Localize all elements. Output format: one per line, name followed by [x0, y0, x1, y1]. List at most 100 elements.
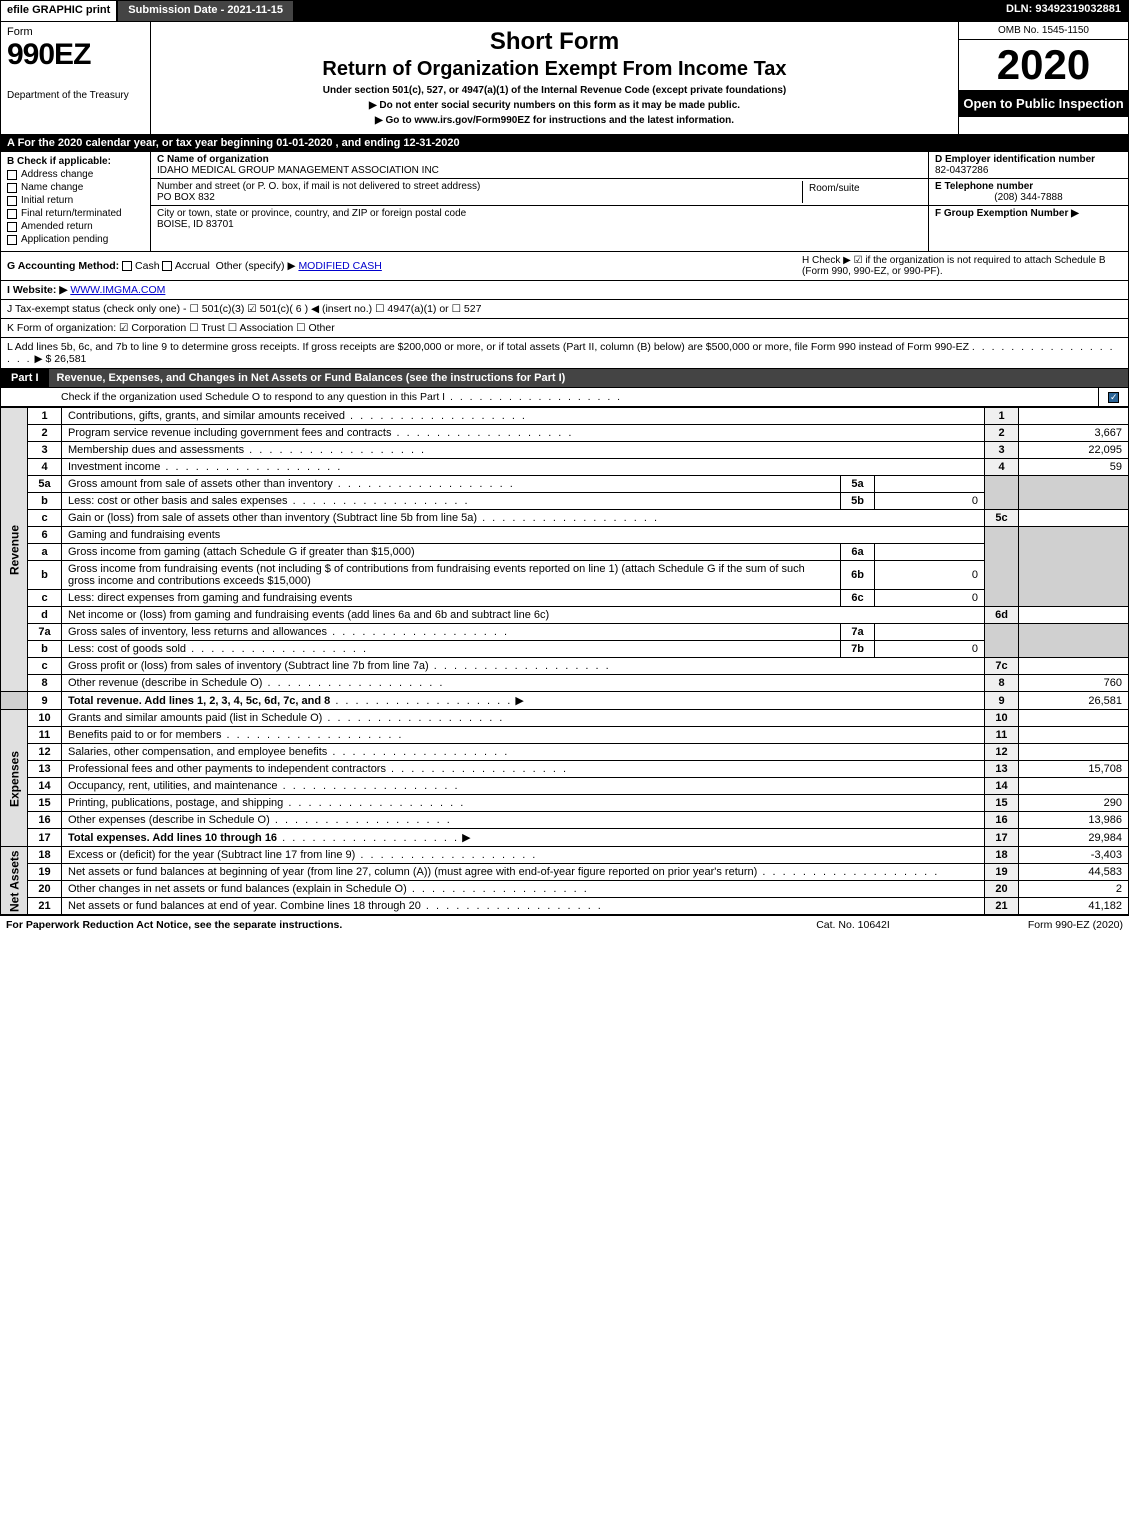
website-link[interactable]: WWW.IMGMA.COM [70, 284, 165, 296]
line-7a-subamt [875, 624, 985, 641]
line-15-num: 15 [28, 795, 62, 812]
line-9-col: 9 [985, 692, 1019, 710]
box-c-label: C Name of organization [157, 154, 922, 165]
line-1-col: 1 [985, 408, 1019, 425]
line-5b: b Less: cost or other basis and sales ex… [1, 493, 1129, 510]
checkbox-schedule-o[interactable] [1108, 392, 1119, 403]
checkbox-accrual[interactable] [162, 261, 172, 271]
checkbox-final-return[interactable]: Final return/terminated [7, 208, 144, 219]
accounting-method-value[interactable]: MODIFIED CASH [298, 260, 381, 272]
line-7c-amount [1019, 658, 1129, 675]
line-6b-sub: 6b [841, 561, 875, 590]
line-16-amount: 13,986 [1019, 812, 1129, 829]
row-j: J Tax-exempt status (check only one) - ☐… [0, 300, 1129, 319]
line-5b-text: Less: cost or other basis and sales expe… [68, 495, 288, 507]
line-12-text: Salaries, other compensation, and employ… [68, 746, 327, 758]
line-2: 2 Program service revenue including gove… [1, 425, 1129, 442]
return-title: Return of Organization Exempt From Incom… [159, 58, 950, 81]
line-7b-sub: 7b [841, 641, 875, 658]
checkbox-amended-return[interactable]: Amended return [7, 221, 144, 232]
line-21-amount: 41,182 [1019, 898, 1129, 915]
line-21-col: 21 [985, 898, 1019, 915]
label-address-change: Address change [21, 169, 93, 180]
department: Department of the Treasury [7, 90, 144, 101]
line-18-col: 18 [985, 847, 1019, 864]
box-b-title: B Check if applicable: [7, 156, 144, 167]
line-6-text: Gaming and fundraising events [62, 527, 985, 544]
line-6c: c Less: direct expenses from gaming and … [1, 590, 1129, 607]
submission-date: Submission Date - 2021-11-15 [117, 0, 294, 22]
line-6d: d Net income or (loss) from gaming and f… [1, 607, 1129, 624]
line-3-text: Membership dues and assessments [68, 444, 244, 456]
goto-link[interactable]: ▶ Go to www.irs.gov/Form990EZ for instru… [159, 115, 950, 126]
line-6b-num: b [28, 561, 62, 590]
line-7c-col: 7c [985, 658, 1019, 675]
line-2-text: Program service revenue including govern… [68, 427, 391, 439]
line-6b: b Gross income from fundraising events (… [1, 561, 1129, 590]
checkbox-cash[interactable] [122, 261, 132, 271]
line-14-text: Occupancy, rent, utilities, and maintena… [68, 780, 278, 792]
line-5a-sub: 5a [841, 476, 875, 493]
schedule-o-text: Check if the organization used Schedule … [61, 391, 445, 403]
form-number: 990EZ [7, 38, 144, 72]
label-final-return: Final return/terminated [21, 208, 122, 219]
part-1-header: Part I Revenue, Expenses, and Changes in… [0, 369, 1129, 388]
line-6-num: 6 [28, 527, 62, 544]
line-19-col: 19 [985, 864, 1019, 881]
row-g-label: G Accounting Method: [7, 260, 119, 272]
ein-value: 82-0437286 [935, 165, 1122, 176]
line-6: 6 Gaming and fundraising events [1, 527, 1129, 544]
line-7c: c Gross profit or (loss) from sales of i… [1, 658, 1129, 675]
line-8-text: Other revenue (describe in Schedule O) [68, 677, 262, 689]
line-12: 12 Salaries, other compensation, and emp… [1, 744, 1129, 761]
checkbox-name-change[interactable]: Name change [7, 182, 144, 193]
line-12-num: 12 [28, 744, 62, 761]
line-5c-amount [1019, 510, 1129, 527]
line-6b-subamt: 0 [875, 561, 985, 590]
line-11-amount [1019, 727, 1129, 744]
line-1-amount [1019, 408, 1129, 425]
line-3: 3 Membership dues and assessments 3 22,0… [1, 442, 1129, 459]
form-header-center: Short Form Return of Organization Exempt… [151, 22, 958, 134]
line-17-arrow: ▶ [462, 832, 470, 844]
line-8-amount: 760 [1019, 675, 1129, 692]
row-a-tax-year: A For the 2020 calendar year, or tax yea… [0, 135, 1129, 152]
line-17: 17 Total expenses. Add lines 10 through … [1, 829, 1129, 847]
line-4-amount: 59 [1019, 459, 1129, 476]
tax-year: 2020 [959, 40, 1128, 90]
line-16-text: Other expenses (describe in Schedule O) [68, 814, 270, 826]
line-6d-text: Net income or (loss) from gaming and fun… [68, 609, 549, 621]
line-10-num: 10 [28, 710, 62, 727]
line-7b-subamt: 0 [875, 641, 985, 658]
line-16: 16 Other expenses (describe in Schedule … [1, 812, 1129, 829]
line-9-amount: 26,581 [1019, 692, 1129, 710]
subtitle: Under section 501(c), 527, or 4947(a)(1)… [159, 85, 950, 96]
line-4-text: Investment income [68, 461, 160, 473]
line-15-col: 15 [985, 795, 1019, 812]
box-d-label: D Employer identification number [935, 154, 1122, 165]
checkbox-initial-return[interactable]: Initial return [7, 195, 144, 206]
line-9: 9 Total revenue. Add lines 1, 2, 3, 4, 5… [1, 692, 1129, 710]
line-20: 20 Other changes in net assets or fund b… [1, 881, 1129, 898]
line-6a: a Gross income from gaming (attach Sched… [1, 544, 1129, 561]
line-6a-num: a [28, 544, 62, 561]
box-def: D Employer identification number 82-0437… [928, 152, 1128, 251]
line-6b-text: Gross income from fundraising events (no… [68, 563, 805, 587]
checkbox-application-pending[interactable]: Application pending [7, 234, 144, 245]
line-5c-num: c [28, 510, 62, 527]
line-9-arrow: ▶ [515, 695, 523, 707]
efile-print-button[interactable]: efile GRAPHIC print [0, 0, 117, 22]
row-i-label: I Website: ▶ [7, 284, 67, 296]
line-7a-num: 7a [28, 624, 62, 641]
line-17-num: 17 [28, 829, 62, 847]
line-18-text: Excess or (deficit) for the year (Subtra… [68, 849, 355, 861]
part-1-title: Revenue, Expenses, and Changes in Net As… [49, 369, 1128, 387]
form-word: Form [7, 26, 144, 38]
line-7c-num: c [28, 658, 62, 675]
line-13-num: 13 [28, 761, 62, 778]
row-l: L Add lines 5b, 6c, and 7b to line 9 to … [0, 338, 1129, 369]
short-form-title: Short Form [159, 28, 950, 56]
financial-table: Revenue 1 Contributions, gifts, grants, … [0, 407, 1129, 915]
side-label-revenue: Revenue [1, 408, 28, 692]
checkbox-address-change[interactable]: Address change [7, 169, 144, 180]
